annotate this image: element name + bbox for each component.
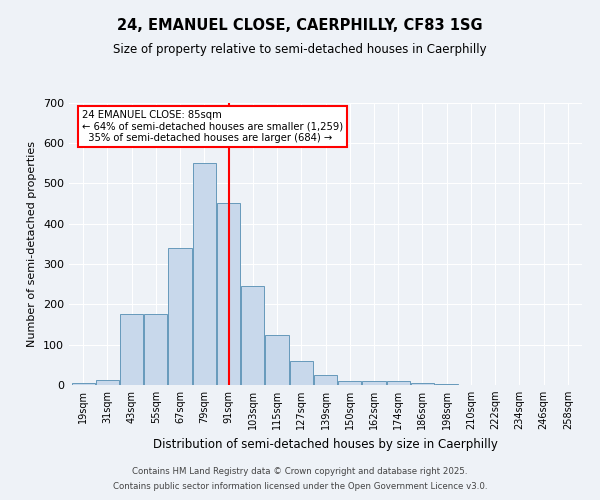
Bar [314, 375, 337, 385]
Bar [144, 314, 167, 385]
Bar [217, 204, 240, 385]
Bar [96, 380, 119, 385]
Bar [265, 334, 289, 385]
Text: 24, EMANUEL CLOSE, CAERPHILLY, CF83 1SG: 24, EMANUEL CLOSE, CAERPHILLY, CF83 1SG [117, 18, 483, 32]
Bar [411, 383, 434, 385]
Bar [435, 384, 458, 385]
Bar [71, 383, 95, 385]
Text: Contains HM Land Registry data © Crown copyright and database right 2025.: Contains HM Land Registry data © Crown c… [132, 467, 468, 476]
Bar [120, 314, 143, 385]
Text: Size of property relative to semi-detached houses in Caerphilly: Size of property relative to semi-detach… [113, 42, 487, 56]
Text: 24 EMANUEL CLOSE: 85sqm
← 64% of semi-detached houses are smaller (1,259)
  35% : 24 EMANUEL CLOSE: 85sqm ← 64% of semi-de… [82, 110, 343, 143]
Text: Contains public sector information licensed under the Open Government Licence v3: Contains public sector information licen… [113, 482, 487, 491]
Bar [386, 381, 410, 385]
Bar [290, 361, 313, 385]
Bar [338, 381, 361, 385]
Bar [362, 381, 386, 385]
Y-axis label: Number of semi-detached properties: Number of semi-detached properties [28, 141, 37, 347]
Bar [241, 286, 265, 385]
X-axis label: Distribution of semi-detached houses by size in Caerphilly: Distribution of semi-detached houses by … [153, 438, 498, 450]
Bar [193, 163, 216, 385]
Bar [169, 248, 191, 385]
